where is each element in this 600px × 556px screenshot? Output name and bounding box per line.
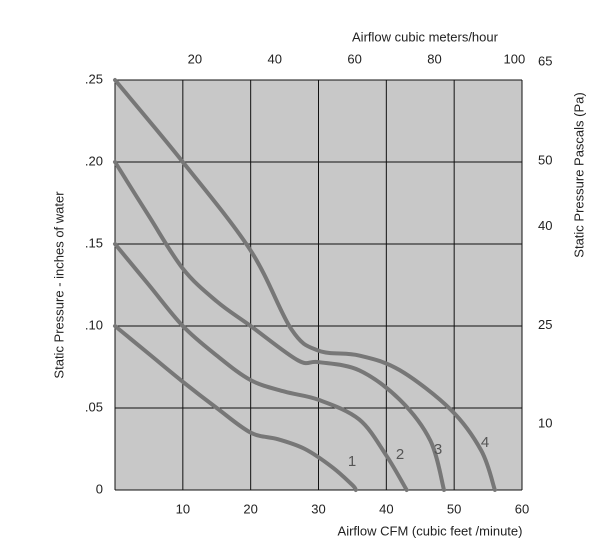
y-tick-label: .20	[85, 153, 103, 168]
x2-tick-label: 20	[188, 51, 202, 66]
series-label: 4	[481, 434, 489, 451]
series-label: 1	[348, 453, 356, 470]
x-tick-label: 30	[311, 501, 325, 516]
x-tick-label: 10	[176, 501, 190, 516]
y2-tick-label: 50	[538, 152, 552, 167]
x2-tick-label: 80	[427, 51, 441, 66]
y-tick-label: .25	[85, 71, 103, 86]
x-tick-label: 60	[515, 501, 529, 516]
line-series	[113, 78, 497, 492]
y-tick-label: .05	[85, 399, 103, 414]
x2-tick-label: 40	[268, 51, 282, 66]
series-label: 3	[434, 441, 442, 458]
y2-tick-label: 65	[538, 54, 552, 69]
line-series	[113, 160, 446, 492]
y-axis-label: Static Pressure - inches of water	[51, 191, 66, 379]
x2-axis-label: Airflow cubic meters/hour	[352, 29, 499, 44]
x2-tick-label: 100	[504, 51, 526, 66]
x-tick-label: 50	[447, 501, 461, 516]
y2-tick-label: 40	[538, 218, 552, 233]
series-label: 2	[396, 446, 404, 463]
y2-axis-label: Static Pressure Pascals (Pa)	[571, 92, 586, 257]
y2-tick-label: 10	[538, 416, 552, 431]
x-axis-label: Airflow CFM (cubic feet /minute)	[338, 523, 523, 538]
line-series	[113, 324, 358, 492]
y2-tick-label: 25	[538, 317, 552, 332]
y-tick-label: .15	[85, 235, 103, 250]
x-tick-label: 40	[379, 501, 393, 516]
y-tick-label: 0	[96, 481, 103, 496]
x2-tick-label: 60	[347, 51, 361, 66]
x-tick-label: 20	[243, 501, 257, 516]
line-series	[113, 242, 409, 492]
y-tick-label: .10	[85, 317, 103, 332]
